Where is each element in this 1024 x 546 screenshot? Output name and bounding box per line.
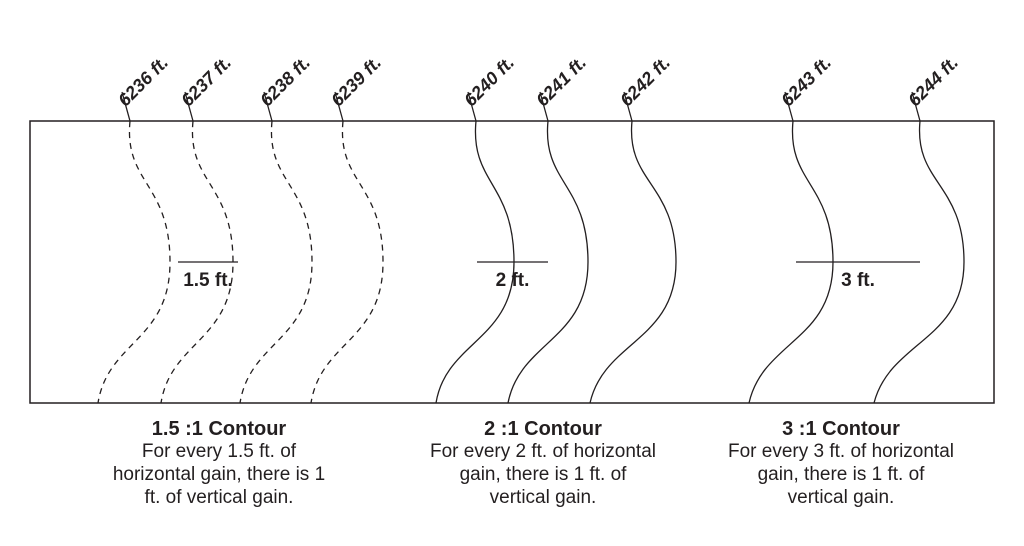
contour-2-caption: 2 :1 ContourFor every 2 ft. of horizonta… (428, 418, 658, 509)
contour-3-caption-title: 3 :1 Contour (726, 418, 956, 441)
contour-1p5-line (240, 121, 312, 403)
contour-3-caption: 3 :1 ContourFor every 3 ft. of horizonta… (726, 418, 956, 509)
contour-3-dist-label: 3 ft. (841, 270, 875, 292)
contour-2-dist-label: 2 ft. (496, 270, 530, 292)
contour-2-caption-title: 2 :1 Contour (428, 418, 658, 441)
contour-2-line (590, 121, 676, 403)
contour-3-caption-body: For every 3 ft. of horizontal gain, ther… (726, 441, 956, 509)
contour-1p5-caption-body: For every 1.5 ft. of horizontal gain, th… (104, 441, 334, 509)
contour-2-caption-body: For every 2 ft. of horizontal gain, ther… (428, 441, 658, 509)
contour-1p5-line (98, 121, 170, 403)
contour-1p5-caption: 1.5 :1 ContourFor every 1.5 ft. of horiz… (104, 418, 334, 509)
contour-1p5-caption-title: 1.5 :1 Contour (104, 418, 334, 441)
contour-1p5-line (311, 121, 383, 403)
contour-ratio-diagram: { "canvas": { "width": 1024, "height": 5… (0, 0, 1024, 546)
contour-1p5-dist-label: 1.5 ft. (183, 270, 233, 292)
